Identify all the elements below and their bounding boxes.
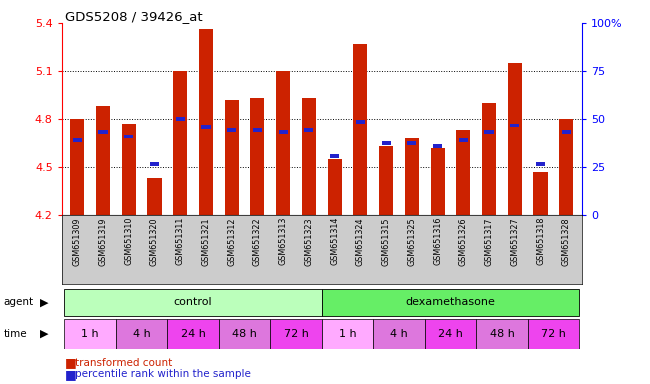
Bar — [116, 319, 167, 349]
Bar — [456, 130, 471, 215]
Text: ■: ■ — [65, 368, 77, 381]
Bar — [528, 319, 579, 349]
Text: ▶: ▶ — [40, 297, 49, 307]
Text: agent: agent — [3, 297, 33, 307]
Text: GSM651309: GSM651309 — [73, 217, 82, 266]
Text: transformed count: transformed count — [75, 358, 172, 368]
Bar — [379, 146, 393, 215]
Text: dexamethasone: dexamethasone — [406, 297, 495, 308]
Text: GSM651323: GSM651323 — [304, 217, 313, 266]
Text: percentile rank within the sample: percentile rank within the sample — [75, 369, 251, 379]
Text: GSM651319: GSM651319 — [98, 217, 107, 266]
Bar — [167, 319, 219, 349]
Bar — [64, 319, 116, 349]
Text: GSM651321: GSM651321 — [202, 217, 211, 266]
Bar — [484, 130, 494, 134]
Bar — [382, 141, 391, 145]
Text: 4 h: 4 h — [133, 329, 150, 339]
Text: 72 h: 72 h — [283, 329, 309, 339]
Bar — [508, 63, 522, 215]
Text: GDS5208 / 39426_at: GDS5208 / 39426_at — [65, 10, 203, 23]
Bar — [408, 141, 417, 145]
Text: 48 h: 48 h — [232, 329, 257, 339]
Text: GSM651326: GSM651326 — [459, 217, 468, 266]
Text: control: control — [174, 297, 213, 308]
Bar — [322, 289, 579, 316]
Bar — [482, 103, 496, 215]
Text: 1 h: 1 h — [81, 329, 99, 339]
Bar — [459, 138, 468, 142]
Bar — [559, 119, 573, 215]
Bar — [279, 130, 288, 134]
Text: ■: ■ — [65, 356, 77, 369]
Bar — [328, 159, 342, 215]
Bar — [356, 121, 365, 124]
Bar — [176, 117, 185, 121]
Text: GSM651317: GSM651317 — [485, 217, 493, 266]
Bar — [302, 98, 316, 215]
Bar — [405, 138, 419, 215]
Bar — [562, 130, 571, 134]
Text: GSM651316: GSM651316 — [433, 217, 442, 265]
Bar — [476, 319, 528, 349]
Bar — [173, 71, 187, 215]
Text: GSM651318: GSM651318 — [536, 217, 545, 265]
Text: GSM651320: GSM651320 — [150, 217, 159, 266]
Bar — [202, 125, 211, 129]
Bar — [304, 129, 313, 132]
Bar — [354, 44, 367, 215]
Text: 24 h: 24 h — [181, 329, 205, 339]
Bar — [219, 319, 270, 349]
Bar — [424, 319, 476, 349]
Text: GSM651328: GSM651328 — [562, 217, 571, 266]
Text: GSM651314: GSM651314 — [330, 217, 339, 265]
Bar — [124, 135, 133, 138]
Text: 24 h: 24 h — [438, 329, 463, 339]
Text: GSM651325: GSM651325 — [408, 217, 417, 266]
Bar — [270, 319, 322, 349]
Bar — [224, 100, 239, 215]
Bar — [150, 162, 159, 166]
Bar — [122, 124, 136, 215]
Bar — [199, 30, 213, 215]
Text: ▶: ▶ — [40, 329, 49, 339]
Bar — [250, 98, 265, 215]
Bar — [322, 319, 373, 349]
Text: GSM651313: GSM651313 — [279, 217, 288, 265]
Text: time: time — [3, 329, 27, 339]
Text: 1 h: 1 h — [339, 329, 356, 339]
Bar — [536, 162, 545, 166]
Bar — [64, 289, 322, 316]
Bar — [330, 154, 339, 157]
Text: GSM651327: GSM651327 — [510, 217, 519, 266]
Bar — [227, 129, 236, 132]
Text: GSM651312: GSM651312 — [227, 217, 236, 266]
Text: 72 h: 72 h — [541, 329, 566, 339]
Text: 48 h: 48 h — [489, 329, 514, 339]
Bar — [98, 130, 107, 134]
Text: GSM651311: GSM651311 — [176, 217, 185, 265]
Bar — [70, 119, 84, 215]
Bar — [433, 144, 442, 148]
Text: GSM651315: GSM651315 — [382, 217, 391, 266]
Bar — [510, 124, 519, 127]
Bar — [373, 319, 424, 349]
Bar — [430, 148, 445, 215]
Bar — [96, 106, 110, 215]
Text: GSM651310: GSM651310 — [124, 217, 133, 265]
Bar — [148, 178, 161, 215]
Text: GSM651322: GSM651322 — [253, 217, 262, 266]
Bar — [253, 129, 262, 132]
Bar — [534, 172, 548, 215]
Bar — [276, 71, 290, 215]
Bar — [73, 138, 82, 142]
Text: 4 h: 4 h — [390, 329, 408, 339]
Text: GSM651324: GSM651324 — [356, 217, 365, 266]
